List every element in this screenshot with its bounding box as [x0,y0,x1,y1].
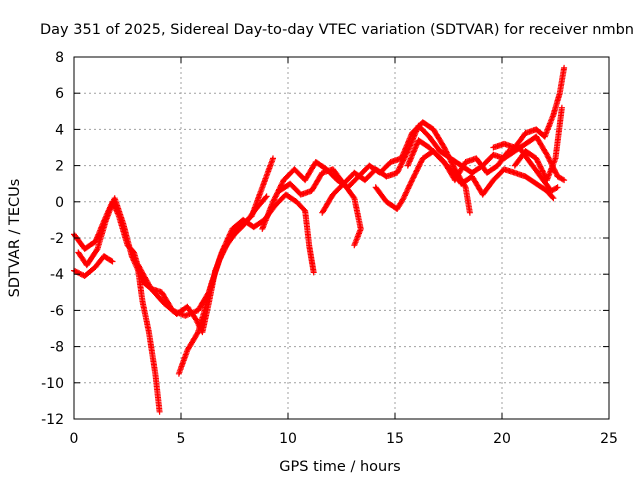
y-tick-label: -2 [50,231,64,247]
y-tick-label: 0 [55,195,64,211]
series-arc-5 [175,191,317,377]
series-arc-8 [319,180,364,249]
x-tick-label: 0 [70,431,79,447]
y-tick-label: -6 [50,303,64,319]
chart-title: Day 351 of 2025, Sidereal Day-to-day VTE… [40,22,634,38]
x-axis-label: GPS time / hours [279,459,400,475]
series-markers [404,137,557,202]
y-tick-label: 4 [55,122,64,138]
x-tick-label: 10 [279,431,297,447]
series-markers [490,64,568,151]
data-series [71,64,568,415]
x-tick-label: 15 [386,431,404,447]
series-markers [175,191,317,377]
series-arc-10 [404,137,557,202]
series-markers [319,180,364,249]
tick-marks [73,56,610,420]
grid [74,57,609,419]
y-tick-label: -4 [50,267,64,283]
series-markers [511,104,565,184]
series-arc-3 [75,195,163,415]
x-tick-label: 25 [600,431,618,447]
tick-labels: 0 5 10 15 20 25 -12 -10 -8 -6 -4 -2 0 2 4 6 8 [41,50,618,447]
x-tick-label: 5 [177,431,186,447]
y-tick-label: -10 [41,376,64,392]
series-arc-12 [511,104,565,184]
series-arc-11 [490,64,568,151]
y-tick-label: -8 [50,340,64,356]
series-arc-6 [259,119,473,232]
series-markers [259,119,473,232]
y-tick-label: 8 [55,50,64,66]
x-tick-label: 20 [493,431,511,447]
y-axis-label: SDTVAR / TECUs [7,179,23,298]
series-markers [75,195,163,415]
y-tick-label: -12 [41,412,64,428]
y-tick-label: 6 [55,86,64,102]
y-tick-label: 2 [55,159,64,175]
